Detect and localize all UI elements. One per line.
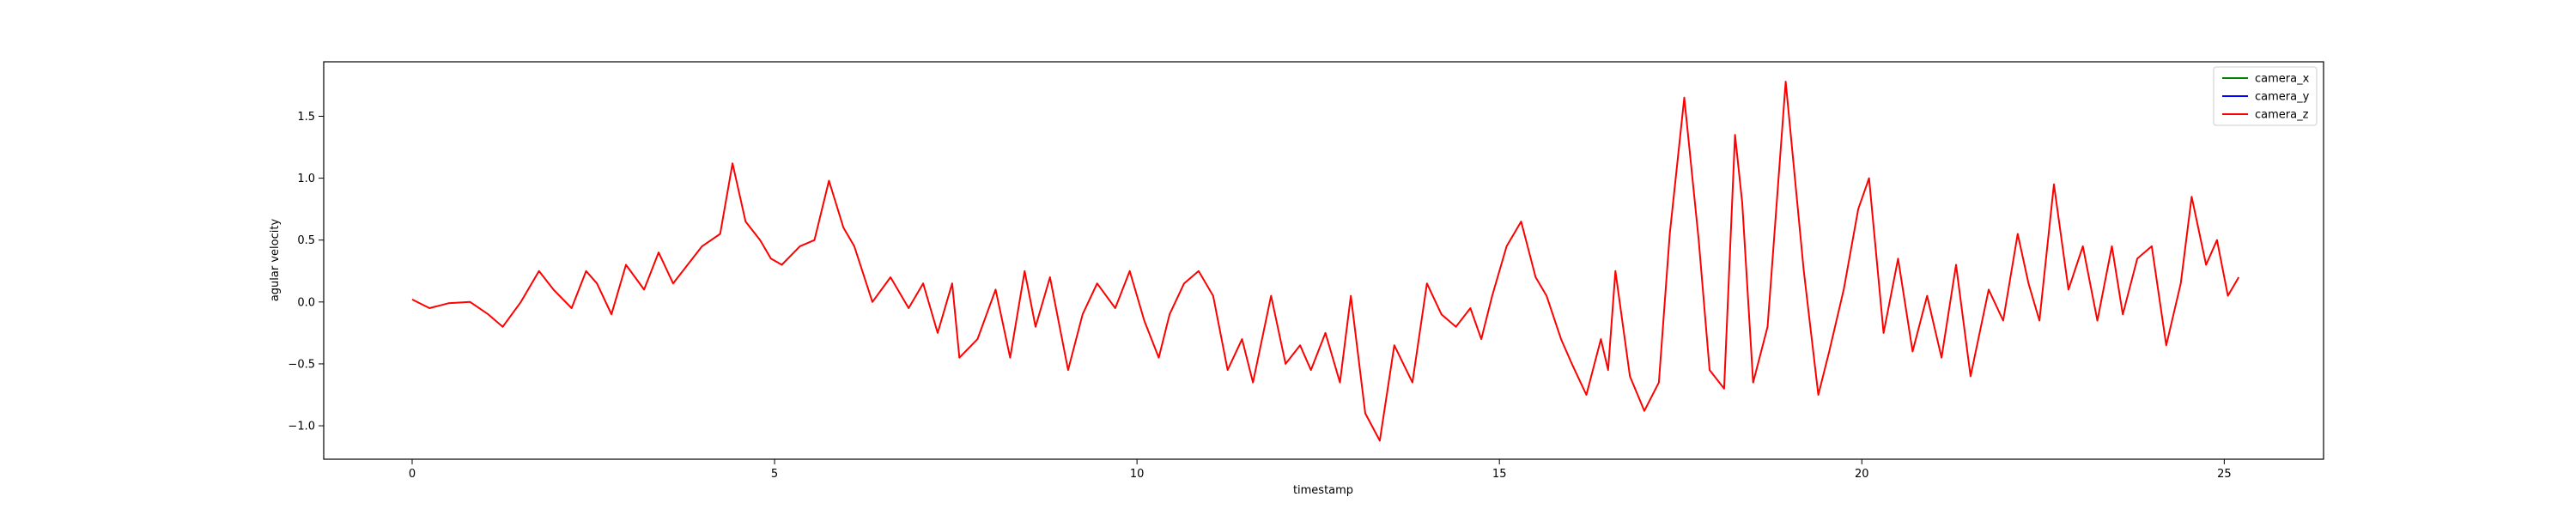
x-tick-label: 25	[2217, 468, 2232, 481]
x-tick-label: 10	[1130, 468, 1145, 481]
legend-entries: camera_x camera_y camera_z	[2222, 73, 2310, 122]
y-tick-label: −1.0	[288, 421, 315, 433]
x-axis-label: timestamp	[1293, 484, 1353, 497]
legend-label-camera_x: camera_x	[2255, 73, 2310, 86]
legend-label-camera_y: camera_y	[2255, 91, 2310, 104]
series-layer	[411, 81, 2240, 442]
legend-label-camera_z: camera_z	[2255, 109, 2309, 122]
x-tick-label: 0	[409, 468, 416, 481]
x-tick-label: 15	[1492, 468, 1507, 481]
x-tick-label: 5	[771, 468, 778, 481]
legend-box	[2213, 66, 2318, 126]
y-tick-label: 1.0	[297, 173, 315, 185]
y-axis: −1.0 −0.5 0.0 0.5 1.0 1.5	[288, 111, 324, 433]
plot-area-frame	[323, 61, 2324, 460]
y-tick-label: 1.5	[297, 111, 315, 124]
y-tick-label: 0.5	[297, 234, 315, 247]
y-tick-label: 0.0	[297, 296, 315, 309]
legend: camera_x camera_y camera_z	[2213, 66, 2318, 126]
series-line-camera_z	[411, 81, 2240, 442]
x-axis: 0 5 10 15 20 25	[409, 459, 2232, 481]
y-tick-label: −0.5	[288, 358, 315, 371]
y-axis-label: agular velocity	[269, 219, 282, 302]
x-tick-label: 20	[1855, 468, 1869, 481]
